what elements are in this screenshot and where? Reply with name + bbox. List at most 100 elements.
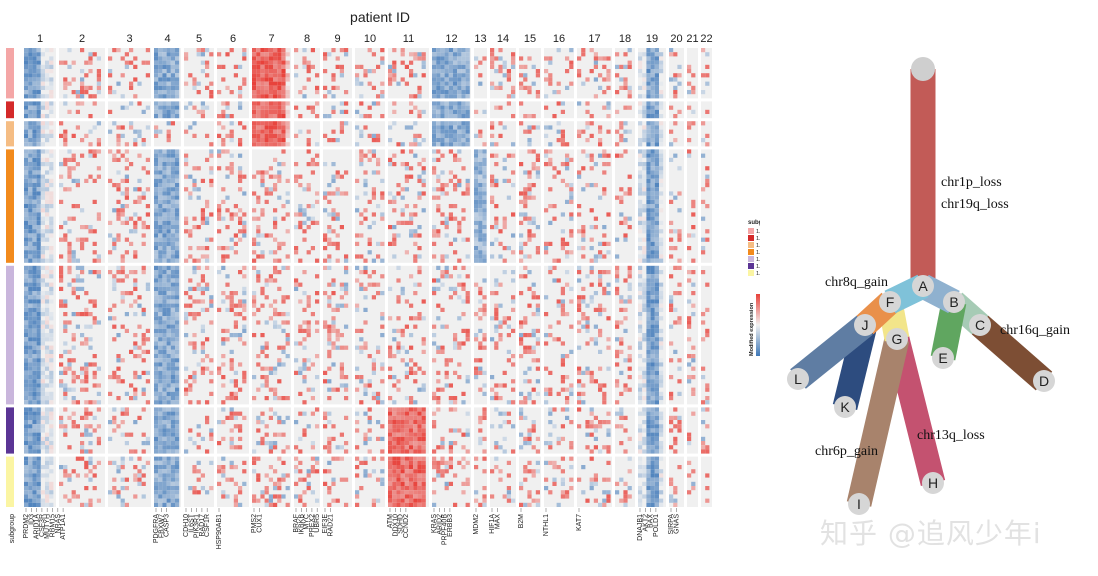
legend-subgroup-label: 1.2.1.1 <box>756 250 760 256</box>
tree-node-F: F <box>879 291 901 313</box>
gene-label: KAT7 <box>576 514 583 531</box>
chromosome-label: 18 <box>619 33 631 45</box>
subgroup-strip <box>6 121 14 147</box>
watermark: 知乎 @追风少年i <box>820 517 1042 550</box>
legend-swatch <box>748 235 754 241</box>
row-axis-label: subgroup <box>9 514 16 543</box>
gene-label: KRAS <box>431 514 438 533</box>
gene-label: EIF3E <box>322 514 329 534</box>
subgroup-strip <box>6 101 14 119</box>
gene-label: PDGFRA <box>153 514 160 544</box>
legend-swatch <box>748 256 754 262</box>
tree-node-B: B <box>943 291 965 313</box>
gene-label: NRAS <box>55 514 62 534</box>
tree-node-L: L <box>787 368 809 390</box>
chromosome-label: 20 <box>670 33 682 45</box>
gene-label: HSP90AB1 <box>216 514 223 550</box>
chromosome-label: 5 <box>196 33 202 45</box>
tree-node-G: G <box>886 328 908 350</box>
tree-annotation: chr13q_loss <box>917 428 985 443</box>
tree-root <box>911 57 935 81</box>
subgroup-strip <box>6 265 14 405</box>
gene-label: CSF1R <box>204 514 211 537</box>
gene-label: PRDM2 <box>23 514 30 539</box>
gene-label: ATP1A1 <box>60 514 67 540</box>
gene-label: PREX2 <box>309 514 316 537</box>
gene-label: POLD1 <box>653 514 660 537</box>
gene-label: GNAS <box>673 514 680 534</box>
tree-node-H: H <box>922 472 944 494</box>
gene-label: MDM2 <box>473 514 480 535</box>
chromosome-label: 9 <box>334 33 340 45</box>
gene-label: CSF3R <box>39 514 46 537</box>
gene-label: CDH10 <box>183 514 190 537</box>
tree-edge-G-I <box>846 336 910 507</box>
gene-label: UBR5 <box>314 514 321 533</box>
chromosome-label: 10 <box>364 33 376 45</box>
tree-node-A: A <box>912 275 934 297</box>
gene-label: AKT2 <box>642 514 649 532</box>
gene-label: B2M <box>518 514 525 529</box>
gene-label: BAX <box>648 514 655 528</box>
gene-label: IKBKB <box>298 514 305 535</box>
tree-node-D: D <box>1033 370 1055 392</box>
gene-label: MAX <box>494 514 501 530</box>
legend-swatch <box>748 270 754 276</box>
heatmap-cells <box>24 48 710 507</box>
gene-label: NTHL1 <box>543 514 550 536</box>
legend-subgroup-label: 1.1.1.1 <box>756 229 760 235</box>
tree-annotation: chr16q_gain <box>1000 323 1070 338</box>
chromosome-label: 11 <box>403 33 414 45</box>
chromosome-label: 15 <box>524 33 536 45</box>
gene-label: CUX1 <box>256 514 263 533</box>
tree-node-E: E <box>932 347 954 369</box>
gene-label: CASP3 <box>164 514 171 537</box>
legend-subgroup-label: 1.1.1.2 <box>756 236 760 242</box>
gene-label: ID3 <box>28 514 35 525</box>
tree-annotation: chr1p_loss <box>941 175 1002 190</box>
subgroup-strip <box>6 149 14 263</box>
chromosome-label: 12 <box>445 33 457 45</box>
legend-subgroup-label: 1.1.2 <box>756 243 760 249</box>
gene-label: PIK3R1 <box>194 514 201 538</box>
gene-label: MYC <box>304 514 311 530</box>
gene-label: DDX10 <box>392 514 399 537</box>
tree-node-C: C <box>969 314 991 336</box>
chromosome-label: 3 <box>126 33 132 45</box>
subgroup-strip <box>6 456 14 507</box>
gene-label: RBM15 <box>50 514 57 537</box>
gene-label: HIF1A <box>489 514 496 534</box>
tree-node-I: I <box>848 493 870 515</box>
gene-label: SIRPA <box>668 514 675 535</box>
chromosome-label: 16 <box>553 33 565 45</box>
legend-swatch <box>748 249 754 255</box>
chromosome-label: 21 <box>686 33 698 45</box>
legend-subgroup-label: 1.2.1.2 <box>756 257 760 263</box>
chromosome-label: 19 <box>646 33 658 45</box>
chromosome-label: 8 <box>304 33 310 45</box>
tree-edge-J-L <box>790 315 873 389</box>
chromosome-label: 6 <box>230 33 236 45</box>
chromosome-label: 2 <box>79 33 85 45</box>
gene-label: ERBB3 <box>447 514 454 537</box>
chromosome-label: 17 <box>588 33 600 45</box>
gene-label: RAD17 <box>199 514 206 537</box>
tree-node-J: J <box>854 314 876 336</box>
legend-swatch <box>748 242 754 248</box>
tree-annotation: chr6p_gain <box>815 444 878 459</box>
chromosome-label: 13 <box>474 33 486 45</box>
legend-subgroup-label: 1.2.2.2 <box>756 271 760 277</box>
gene-label: FBXW7 <box>158 514 165 538</box>
legend-swatch <box>748 263 754 269</box>
tree-edge-C-D <box>971 315 1053 391</box>
gene-label: SDHD <box>398 514 405 534</box>
chromosome-label: 1 <box>37 33 43 45</box>
gene-label: MUTYH <box>44 514 51 539</box>
gene-label: RAD21 <box>327 514 334 537</box>
chromosome-label: 14 <box>497 33 509 45</box>
legend-swatch <box>748 228 754 234</box>
gene-label: BRAF <box>293 514 300 533</box>
gene-label: PRPF40B <box>442 514 449 545</box>
gene-label: DNAJB1 <box>637 514 644 541</box>
